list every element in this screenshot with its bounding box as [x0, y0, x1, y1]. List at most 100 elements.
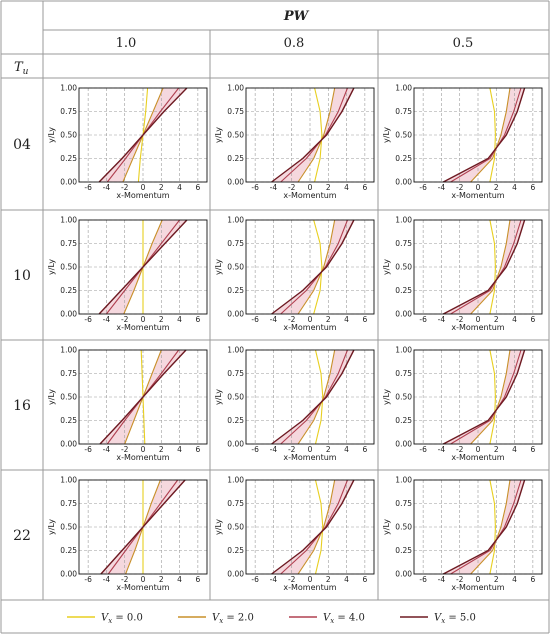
y-tick-label: 0.75 — [395, 239, 412, 248]
x-tick-label: 6 — [195, 183, 200, 192]
x-tick-label: 2 — [494, 445, 499, 454]
legend-item: Vx = 4.0 — [289, 613, 365, 625]
x-tick-label: 0 — [141, 445, 146, 454]
x-tick-label: -6 — [419, 183, 427, 192]
y-axis-label: y/Ly — [214, 519, 223, 535]
y-tick-label: 0.00 — [60, 440, 77, 449]
x-tick-label: 6 — [530, 315, 535, 324]
x-tick-label: 2 — [326, 445, 331, 454]
y-tick-label: 0.00 — [227, 440, 244, 449]
series-line-vx3 — [98, 219, 188, 315]
series-line-vx3 — [271, 87, 355, 183]
y-tick-label: 0.00 — [395, 440, 412, 449]
x-tick-label: 0 — [141, 575, 146, 584]
x-tick-label: 4 — [177, 183, 182, 192]
x-axis-label: x-Momentum — [283, 453, 336, 462]
y-tick-label: 1.00 — [60, 346, 77, 355]
x-tick-label: 4 — [512, 445, 517, 454]
y-tick-label: 1.00 — [60, 84, 77, 93]
variability-band — [443, 350, 525, 444]
row-axis-header: Tu — [14, 60, 29, 77]
y-tick-label: 0.50 — [227, 523, 244, 532]
y-tick-label: 0.00 — [227, 570, 244, 579]
series-line-vx3 — [442, 479, 526, 575]
y-tick-label: 1.00 — [395, 346, 412, 355]
legend-var: V — [101, 613, 110, 624]
legend-value: = 4.0 — [334, 613, 365, 624]
x-tick-label: 0 — [476, 575, 481, 584]
x-tick-label: 6 — [195, 315, 200, 324]
y-tick-label: 0.25 — [395, 286, 412, 295]
x-axis-label: x-Momentum — [116, 191, 169, 200]
y-tick-label: 0.00 — [227, 178, 244, 187]
x-axis-label: x-Momentum — [451, 323, 504, 332]
y-axis-label: y/Ly — [382, 519, 391, 535]
x-tick-label: 0 — [308, 575, 313, 584]
x-tick-label: -6 — [419, 315, 427, 324]
y-tick-label: 0.25 — [227, 416, 244, 425]
x-tick-label: -6 — [84, 575, 92, 584]
x-tick-label: -4 — [270, 575, 278, 584]
y-tick-label: 0.25 — [395, 546, 412, 555]
panel-pw10-tu22: -6 -4 -2 0 2 4 6 0.00 0.25 0.50 0.75 1.00 x-Momentum… — [47, 476, 208, 592]
series-line-vx2 — [280, 219, 349, 315]
series-line-vx0 — [489, 349, 496, 445]
plot-frame — [413, 479, 543, 575]
x-tick-label: 2 — [159, 445, 164, 454]
panel-pw08-tu10: -6 -4 -2 0 2 4 6 0.00 0.25 0.50 0.75 1.00 x-Momentum… — [214, 216, 375, 332]
x-tick-label: -2 — [121, 183, 129, 192]
y-tick-label: 0.50 — [227, 263, 244, 272]
series-line-vx3 — [271, 219, 355, 315]
legend-value: = 0.0 — [112, 613, 143, 624]
x-tick-label: 0 — [308, 315, 313, 324]
x-axis-label: x-Momentum — [283, 323, 336, 332]
y-tick-label: 0.50 — [60, 523, 77, 532]
legend-sub: x — [108, 617, 112, 625]
x-tick-label: 2 — [494, 183, 499, 192]
series-line-vx1 — [470, 87, 511, 183]
panel-pw10-tu10: -6 -4 -2 0 2 4 6 0.00 0.25 0.50 0.75 1.00 x-Momentum… — [47, 216, 208, 332]
x-tick-label: -6 — [84, 315, 92, 324]
y-tick-label: 0.75 — [227, 107, 244, 116]
y-tick-label: 1.00 — [60, 216, 77, 225]
y-tick-label: 0.50 — [395, 263, 412, 272]
plot-frame — [78, 479, 208, 575]
row-label-4: 22 — [13, 528, 31, 544]
series-line-vx2 — [450, 219, 522, 315]
legend-label: Vx = 0.0 — [101, 613, 143, 626]
y-axis-label: y/Ly — [214, 389, 223, 405]
x-tick-label: -6 — [251, 315, 259, 324]
y-tick-label: 0.25 — [60, 286, 77, 295]
y-axis-label: y/Ly — [47, 389, 56, 405]
series-line-vx3 — [98, 87, 188, 183]
legend-label: Vx = 2.0 — [212, 613, 254, 626]
plot-frame — [413, 349, 543, 445]
series-line-vx2 — [450, 479, 522, 575]
y-tick-label: 1.00 — [395, 476, 412, 485]
y-tick-label: 0.25 — [395, 154, 412, 163]
y-axis-label: y/Ly — [382, 259, 391, 275]
x-tick-label: -4 — [103, 315, 111, 324]
x-tick-label: -4 — [270, 445, 278, 454]
legend-item: Vx = 0.0 — [67, 613, 143, 626]
x-tick-label: -2 — [288, 315, 296, 324]
series-line-vx1 — [470, 349, 511, 445]
y-tick-label: 0.75 — [60, 107, 77, 116]
y-tick-label: 0.25 — [227, 546, 244, 555]
x-tick-label: -4 — [270, 183, 278, 192]
panel-pw08-tu16: -6 -4 -2 0 2 4 6 0.00 0.25 0.50 0.75 1.00 x-Momentum… — [214, 346, 375, 462]
y-tick-label: 0.25 — [60, 154, 77, 163]
series-line-vx2 — [280, 479, 349, 575]
x-axis-label: x-Momentum — [451, 191, 504, 200]
series-line-vx0 — [313, 219, 323, 315]
x-tick-label: -4 — [103, 575, 111, 584]
column-header-1: 1.0 — [116, 36, 137, 51]
plot-frame — [78, 87, 208, 183]
series-line-vx3 — [442, 87, 526, 183]
x-tick-label: 2 — [326, 315, 331, 324]
x-tick-label: 6 — [362, 315, 367, 324]
x-axis-label: x-Momentum — [116, 583, 169, 592]
y-tick-label: 1.00 — [227, 346, 244, 355]
x-tick-label: -4 — [438, 183, 446, 192]
